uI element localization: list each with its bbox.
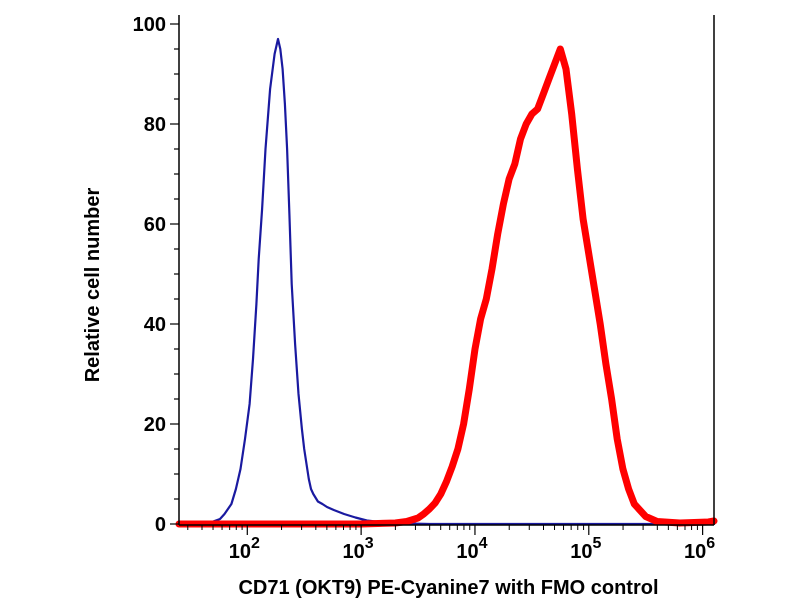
y-tick-label: 0 <box>155 514 166 536</box>
axes <box>170 15 715 535</box>
x-tick-base: 10 <box>684 541 706 563</box>
x-tick-base: 10 <box>570 541 592 563</box>
x-tick-base: 10 <box>343 541 365 563</box>
x-tick-label: 105 <box>570 535 601 563</box>
x-tick-base: 10 <box>229 541 251 563</box>
series-line-fmo-control <box>177 37 716 526</box>
y-tick-label: 60 <box>144 214 166 236</box>
series-line-cd71 <box>175 45 718 528</box>
y-tick-label: 40 <box>144 314 166 336</box>
x-tick-power: 2 <box>251 535 260 552</box>
x-tick-power: 4 <box>479 535 488 552</box>
y-axis-title: Relative cell number <box>82 188 104 383</box>
x-tick-power: 5 <box>592 535 601 552</box>
y-tick-label: 80 <box>144 114 166 136</box>
x-tick-power: 6 <box>706 535 715 552</box>
y-tick-label: 100 <box>133 14 166 36</box>
x-tick-label: 102 <box>229 535 260 563</box>
x-tick-base: 10 <box>456 541 478 563</box>
x-axis-title: CD71 (OKT9) PE-Cyanine7 with FMO control <box>238 577 658 599</box>
series-layer <box>175 37 718 528</box>
x-tick-label: 104 <box>456 535 487 563</box>
y-tick-label: 20 <box>144 414 166 436</box>
x-tick-label: 103 <box>343 535 374 563</box>
x-tick-label: 106 <box>684 535 715 563</box>
x-tick-power: 3 <box>365 535 374 552</box>
